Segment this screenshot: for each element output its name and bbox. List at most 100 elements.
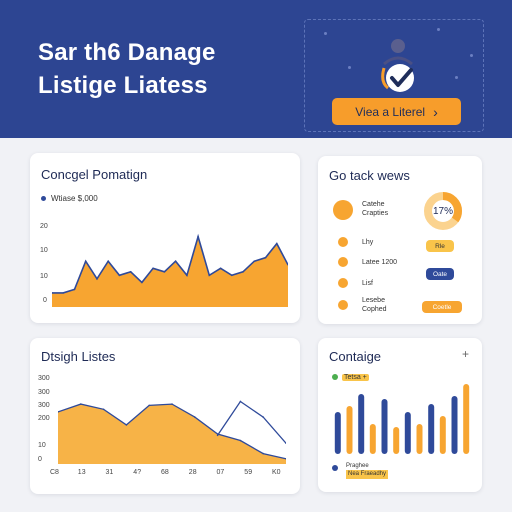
- bar: [428, 404, 435, 454]
- area-fill: [58, 404, 286, 464]
- card-title: Dtsigh Listes: [41, 349, 116, 364]
- decor-dot: [455, 76, 458, 79]
- data-point: [129, 271, 132, 273]
- promo-panel: [304, 19, 484, 132]
- bar-chart: [334, 384, 470, 454]
- bar: [416, 424, 423, 454]
- area-chart-2: [58, 400, 286, 464]
- data-point: [80, 403, 82, 405]
- data-point: [118, 274, 121, 277]
- data-point: [148, 404, 150, 407]
- status-badge: Rle: [426, 240, 454, 252]
- bar: [463, 384, 470, 454]
- card-track-views: Go tack wews Catehe Crapties Lhy Rle Lat…: [318, 156, 482, 324]
- data-point: [194, 416, 196, 418]
- donut-label: 17%: [433, 206, 453, 217]
- card-title: Go tack wews: [329, 168, 410, 183]
- data-point: [262, 416, 264, 418]
- x-tick-label: K0: [272, 469, 281, 476]
- y-tick-label: 0: [38, 456, 42, 463]
- bar: [393, 427, 400, 454]
- data-point: [73, 288, 76, 291]
- bar: [381, 399, 388, 454]
- data-point: [216, 434, 219, 437]
- data-point: [253, 260, 256, 263]
- bar: [358, 394, 365, 454]
- status-badge: Oate: [426, 268, 454, 280]
- decor-dot: [348, 66, 351, 69]
- legend-label: Nea Fraeadhy: [346, 470, 389, 479]
- data-point: [264, 256, 267, 259]
- legend-dot: [41, 196, 46, 202]
- y-tick-label: 10: [38, 442, 46, 449]
- bar: [451, 396, 458, 454]
- data-point: [287, 263, 288, 266]
- legend-dot: [332, 374, 338, 381]
- y-tick-label: 10: [40, 273, 48, 280]
- y-tick-label: 300: [38, 375, 50, 382]
- x-tick-label: 13: [77, 469, 86, 476]
- card-area-chart-1: Concgel Pomatign Wtiase $,000 20 10 10 0: [30, 153, 300, 323]
- status-badge: Coetle: [422, 301, 462, 313]
- data-point: [141, 281, 143, 284]
- list-item-label: Latee 1200: [362, 259, 398, 266]
- bar: [346, 406, 353, 454]
- x-axis-labels: C8 13 31 4? 68 28 07 59 K0: [50, 469, 281, 479]
- y-tick-label: 20: [40, 223, 48, 230]
- data-point: [84, 260, 87, 263]
- bar: [404, 412, 411, 454]
- legend-dot: [332, 465, 338, 471]
- data-point: [174, 260, 177, 263]
- list-item-label: Catehe Crapties: [362, 201, 389, 217]
- x-tick-label: 31: [105, 469, 114, 476]
- y-tick-label: 300: [38, 402, 50, 409]
- bar: [369, 424, 376, 454]
- card-title: Contaige: [329, 349, 382, 364]
- data-point: [125, 424, 128, 426]
- data-point: [62, 292, 65, 294]
- hero-title: Sar th6 Danage Listige Liatess: [38, 36, 216, 102]
- bar: [439, 416, 446, 454]
- data-point: [52, 292, 53, 294]
- list-item-label: Lisf: [362, 280, 373, 287]
- x-tick-label: 28: [188, 469, 197, 476]
- decor-dot: [470, 54, 473, 57]
- data-point: [96, 278, 98, 280]
- data-point: [197, 235, 199, 238]
- hero-title-line-1: Sar th6 Danage: [38, 39, 216, 66]
- data-point: [163, 271, 166, 273]
- data-point: [231, 274, 233, 277]
- x-tick-label: 68: [161, 469, 169, 476]
- add-icon[interactable]: +: [462, 347, 470, 361]
- data-point: [107, 260, 109, 263]
- hero-banner: Sar th6 Danage Listige Liatess Viea a Li…: [0, 0, 512, 138]
- series-line: [52, 233, 288, 294]
- user-check-icon: [374, 34, 424, 99]
- card-area-chart-2: Dtsigh Listes 300 300 300 200 10 0 C8 13 3…: [30, 338, 300, 494]
- legend-label: Wtiase $,000: [51, 194, 98, 203]
- data-point: [262, 452, 264, 455]
- data-point: [152, 267, 154, 270]
- area-fill: [52, 236, 288, 307]
- data-point: [102, 408, 105, 411]
- data-point: [239, 400, 242, 403]
- legend-label: Tetsa +: [342, 374, 369, 381]
- chart-legend: Tetsa +: [332, 374, 369, 381]
- chevron-right-icon: ›: [433, 103, 438, 120]
- item-icon: [333, 200, 353, 220]
- x-tick-label: C8: [50, 469, 59, 476]
- view-literal-button[interactable]: Viea a Literel ›: [332, 98, 461, 125]
- series-line-2: [217, 400, 286, 444]
- item-icon: [338, 278, 348, 288]
- x-tick-label: 07: [216, 469, 225, 476]
- cta-label: Viea a Literel: [355, 104, 426, 119]
- y-tick-label: 0: [43, 297, 47, 304]
- donut-chart: 17%: [424, 192, 462, 230]
- item-icon: [338, 237, 348, 247]
- area-chart-1: [52, 233, 288, 307]
- donut-value-arc: [424, 192, 462, 230]
- x-tick-label: 59: [244, 469, 253, 476]
- data-point: [58, 411, 59, 413]
- data-point: [285, 442, 286, 444]
- bar: [334, 412, 341, 454]
